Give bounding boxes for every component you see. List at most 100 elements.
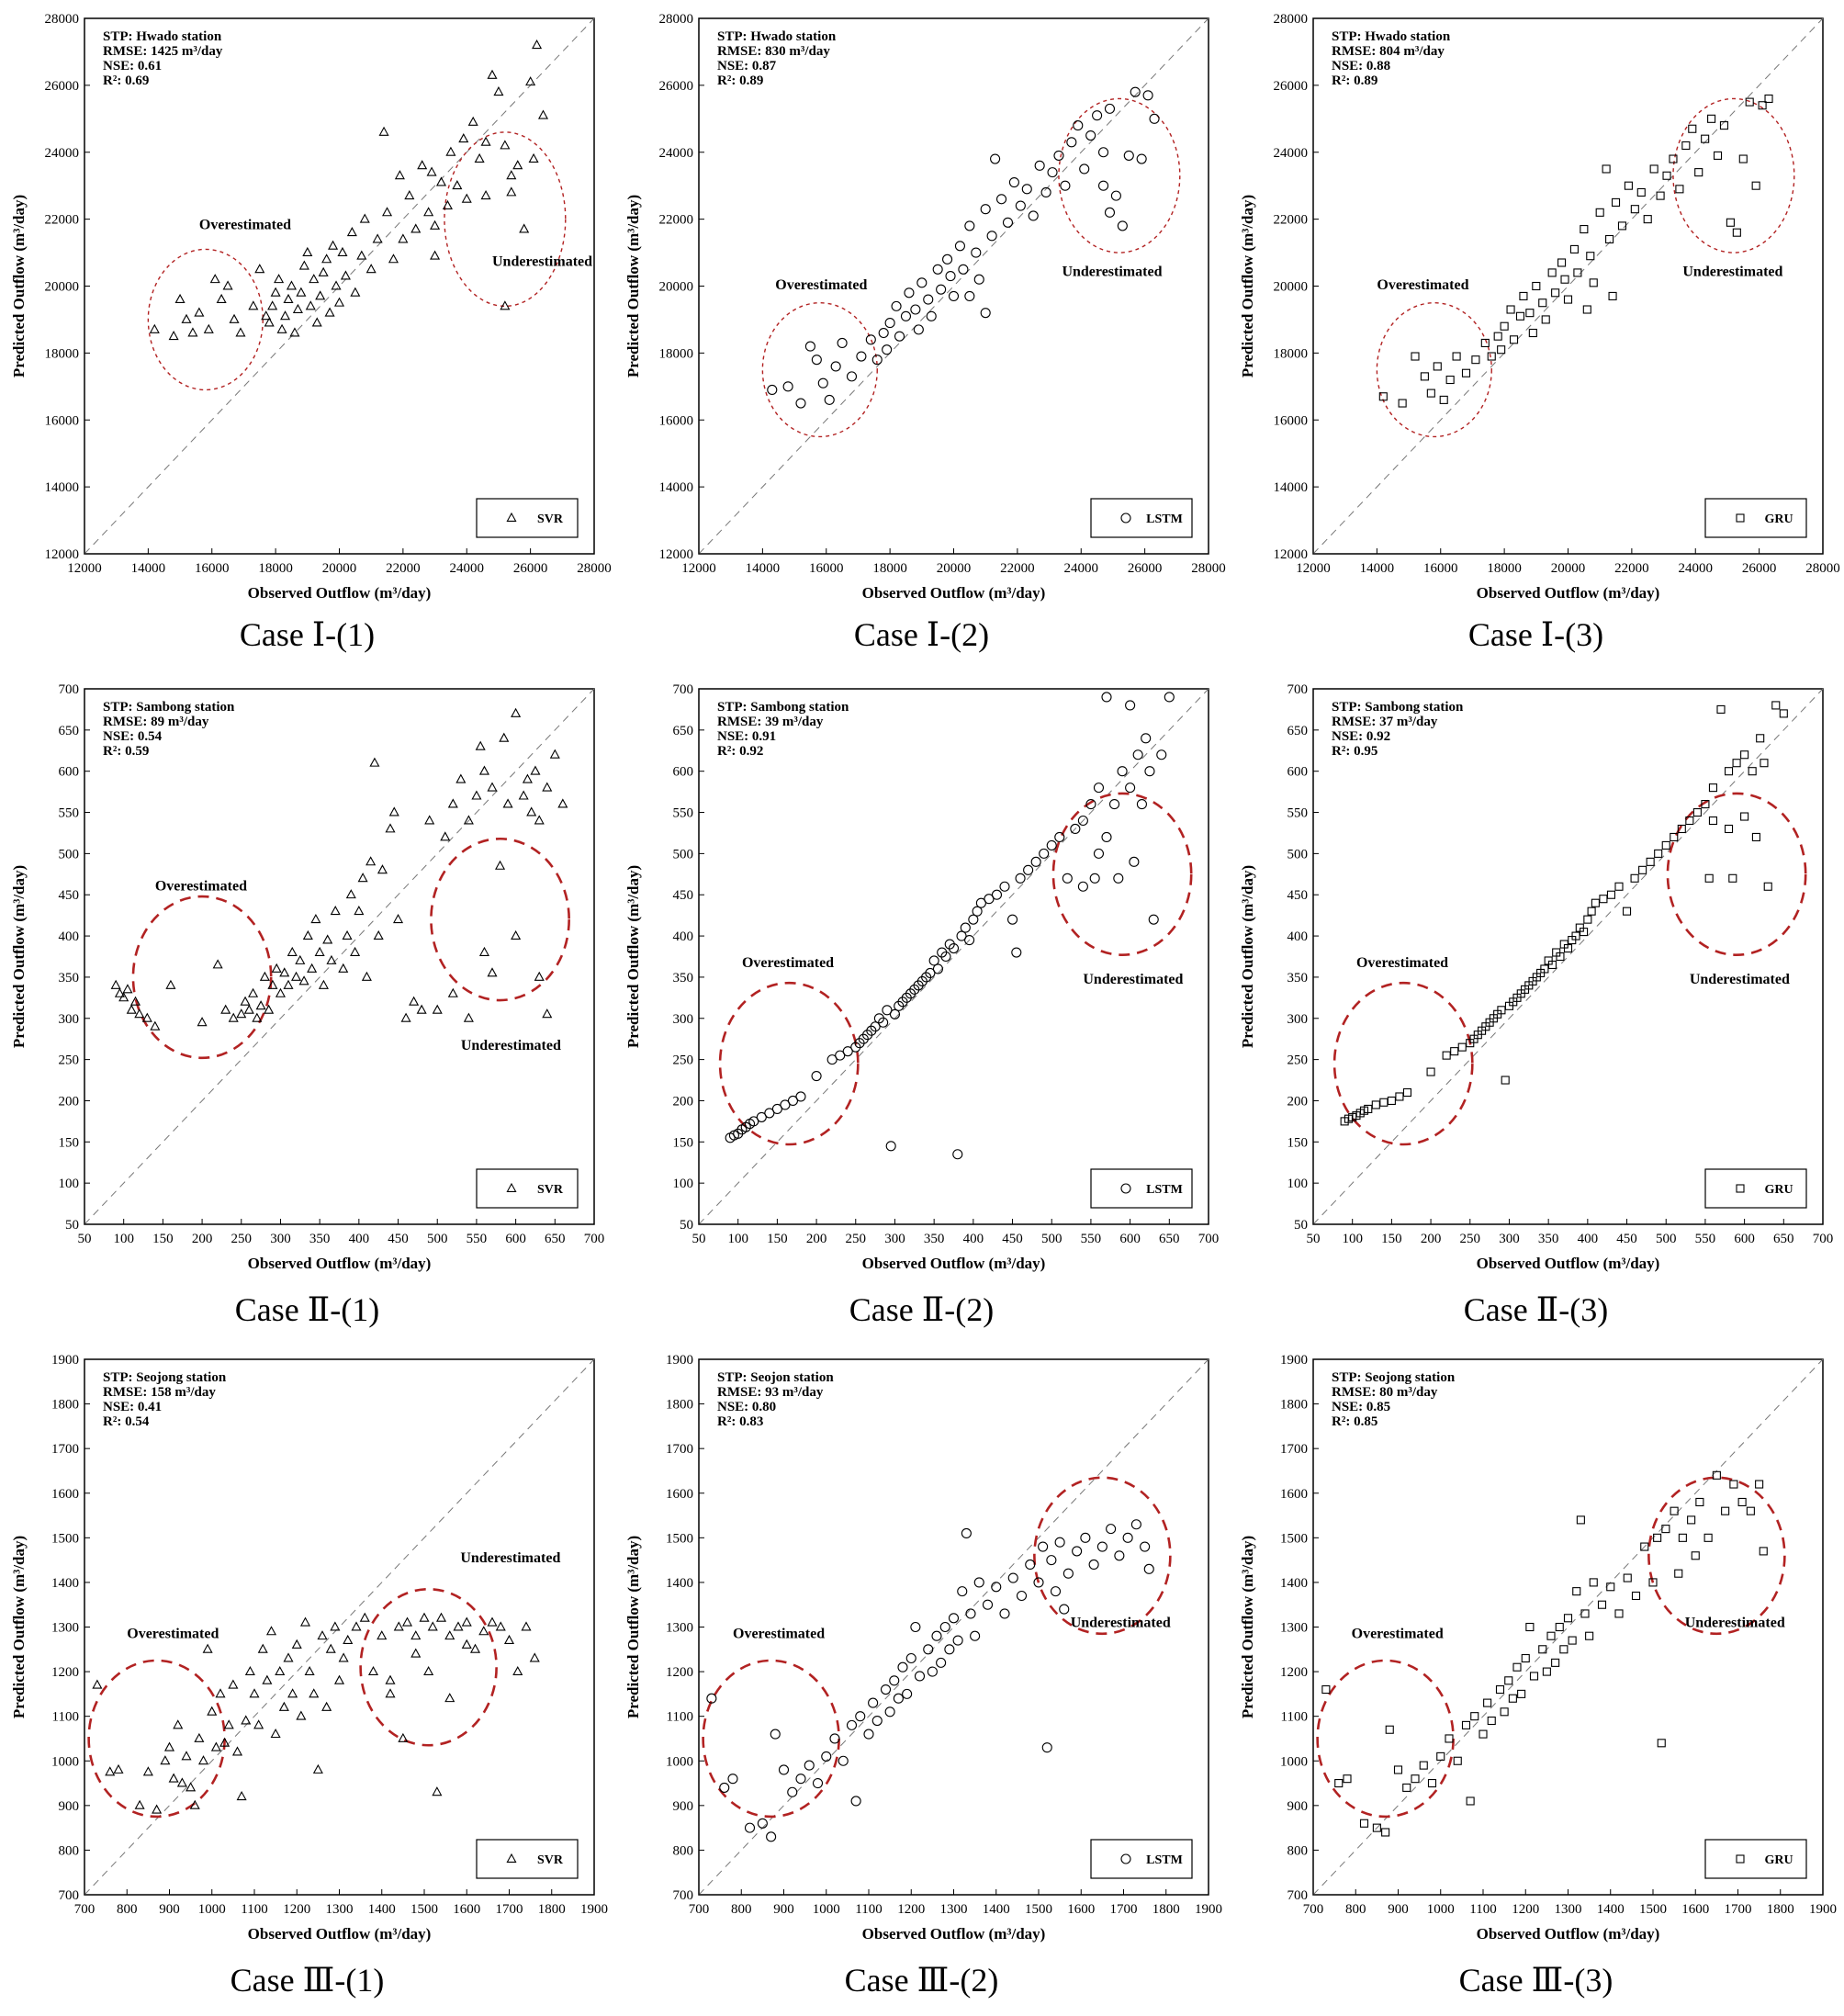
data-point bbox=[1393, 1765, 1403, 1774]
data-point bbox=[1136, 799, 1147, 810]
data-point bbox=[1585, 1631, 1594, 1640]
x-axis-label: Observed Outflow (m³/day) bbox=[248, 584, 432, 602]
y-tick-label: 12000 bbox=[45, 547, 80, 562]
annotation-label: Underestimated bbox=[461, 1038, 561, 1053]
stats-line: R²: 0.59 bbox=[103, 744, 149, 759]
y-tick-label: 26000 bbox=[659, 79, 694, 94]
data-point bbox=[1471, 355, 1480, 365]
y-tick-label: 650 bbox=[673, 724, 694, 738]
data-point bbox=[826, 1054, 838, 1065]
y-axis-label: Predicted Outflow (m³/day) bbox=[1239, 1536, 1256, 1718]
y-tick-label: 200 bbox=[673, 1094, 694, 1109]
data-point bbox=[1040, 186, 1051, 198]
data-point bbox=[910, 1621, 921, 1633]
data-point bbox=[283, 293, 294, 304]
data-point bbox=[952, 1149, 963, 1160]
data-point bbox=[286, 280, 297, 290]
y-tick-label: 1500 bbox=[1280, 1531, 1308, 1546]
data-point bbox=[325, 1643, 336, 1653]
data-point bbox=[1779, 709, 1788, 718]
data-point bbox=[338, 1652, 349, 1662]
annotation-label: Underestimated bbox=[1690, 972, 1790, 987]
x-tick-label: 50 bbox=[692, 1232, 706, 1246]
annotation-label: Overestimated bbox=[742, 955, 834, 971]
data-point bbox=[871, 1715, 883, 1727]
data-point bbox=[1573, 268, 1582, 277]
annotation-label: Underestimated bbox=[1062, 265, 1162, 280]
y-axis-label: Predicted Outflow (m³/day) bbox=[624, 865, 642, 1048]
data-point bbox=[1617, 221, 1627, 231]
data-point bbox=[910, 304, 921, 315]
data-point bbox=[1104, 207, 1116, 218]
data-point bbox=[1085, 799, 1096, 810]
y-tick-label: 50 bbox=[1294, 1218, 1308, 1233]
annotation-label: Underestimated bbox=[492, 254, 592, 270]
data-point bbox=[181, 313, 192, 323]
x-tick-label: 1100 bbox=[855, 1902, 882, 1917]
data-point bbox=[889, 1675, 900, 1686]
data-point bbox=[1385, 1725, 1394, 1734]
data-point bbox=[830, 361, 841, 372]
data-point bbox=[1583, 915, 1592, 924]
data-point bbox=[1501, 1076, 1510, 1085]
x-tick-label: 18000 bbox=[872, 561, 907, 576]
data-point bbox=[1529, 1672, 1539, 1681]
x-tick-label: 450 bbox=[1002, 1232, 1023, 1246]
panel-caption: Case Ⅱ-(1) bbox=[234, 1291, 380, 1328]
data-point bbox=[855, 1711, 866, 1722]
stats-line: STP: Seojon station bbox=[717, 1370, 834, 1385]
data-point bbox=[1614, 1609, 1624, 1618]
data-point bbox=[1678, 1533, 1687, 1542]
x-tick-label: 28000 bbox=[1191, 561, 1226, 576]
y-tick-label: 16000 bbox=[1274, 413, 1309, 428]
x-tick-label: 26000 bbox=[1742, 561, 1777, 576]
stats-line: RMSE: 80 m³/day bbox=[1332, 1385, 1438, 1400]
data-point bbox=[1466, 1796, 1475, 1806]
data-point bbox=[1692, 807, 1702, 817]
data-point bbox=[105, 1766, 116, 1776]
data-point bbox=[529, 1652, 540, 1662]
data-point bbox=[241, 1715, 252, 1725]
data-series bbox=[149, 39, 549, 341]
data-point bbox=[964, 220, 975, 231]
data-point bbox=[1117, 766, 1128, 777]
x-axis-label: Observed Outflow (m³/day) bbox=[1477, 1255, 1660, 1272]
data-series bbox=[1378, 94, 1773, 408]
y-tick-label: 550 bbox=[59, 806, 80, 821]
data-point bbox=[756, 1111, 767, 1122]
stats-line: NSE: 0.85 bbox=[1332, 1400, 1390, 1414]
data-point bbox=[1359, 1819, 1369, 1828]
highlight-ellipse bbox=[1672, 97, 1795, 253]
y-tick-label: 300 bbox=[59, 1012, 80, 1027]
y-tick-label: 600 bbox=[59, 765, 80, 780]
annotation-label: Overestimated bbox=[1352, 1627, 1444, 1642]
data-point bbox=[534, 971, 545, 981]
data-point bbox=[964, 935, 975, 946]
y-axis-label: Predicted Outflow (m³/day) bbox=[1239, 195, 1256, 377]
y-tick-label: 1200 bbox=[51, 1665, 79, 1680]
data-point bbox=[1622, 907, 1632, 916]
data-point bbox=[388, 253, 399, 264]
data-point bbox=[410, 1630, 422, 1640]
x-axis-label: Observed Outflow (m³/day) bbox=[248, 1925, 432, 1943]
data-point bbox=[894, 331, 905, 342]
panel-case-1-3: 12000 14000 16000 18000 20000 22000 24000 26000… bbox=[1229, 0, 1843, 653]
data-point bbox=[480, 189, 491, 200]
data-point bbox=[1506, 305, 1515, 314]
data-point bbox=[542, 782, 553, 792]
data-point bbox=[821, 1751, 832, 1762]
x-tick-label: 700 bbox=[689, 1902, 710, 1917]
data-point bbox=[369, 757, 380, 767]
data-point bbox=[299, 1616, 311, 1627]
data-point bbox=[274, 274, 285, 284]
data-point bbox=[1712, 1470, 1721, 1480]
data-point bbox=[469, 1643, 481, 1653]
data-point bbox=[958, 264, 969, 275]
x-tick-label: 400 bbox=[963, 1232, 984, 1246]
data-point bbox=[252, 1012, 263, 1022]
y-tick-label: 12000 bbox=[659, 547, 694, 562]
panel-caption: Case Ⅰ-(3) bbox=[1467, 616, 1604, 653]
data-point bbox=[811, 355, 822, 366]
data-point bbox=[168, 331, 179, 341]
stats-line: NSE: 0.87 bbox=[717, 59, 777, 73]
